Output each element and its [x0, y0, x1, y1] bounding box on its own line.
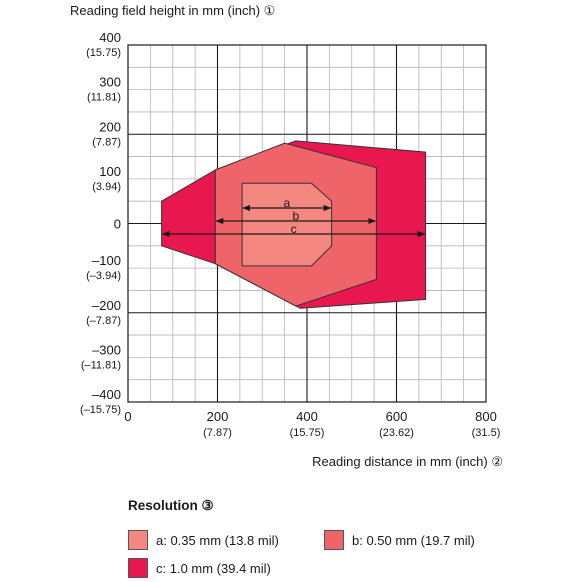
legend-row-1: a: 0.35 mm (13.8 mil) b: 0.50 mm (19.7 m…: [128, 526, 568, 554]
y-tick-sublabel: (7.87): [92, 136, 121, 148]
y-tick-label: 0: [114, 217, 121, 232]
y-axis-title: Reading field height in mm (inch) ①: [70, 3, 275, 18]
y-tick-label: –300: [92, 342, 121, 357]
range-label-a: a: [284, 196, 291, 210]
x-tick-label: 800: [475, 409, 497, 424]
legend: Resolution ③ a: 0.35 mm (13.8 mil) b: 0.…: [128, 498, 568, 582]
y-tick-sublabel: (3.94): [92, 181, 121, 193]
y-tick-sublabel: (–3.94): [86, 270, 121, 282]
y-tick-label: –400: [92, 387, 121, 402]
y-tick-sublabel: (11.81): [87, 92, 121, 104]
y-tick-label: –200: [92, 298, 121, 313]
reading-field-chart: Reading field height in mm (inch) ① Read…: [70, 3, 503, 469]
y-tick-sublabel: (–7.87): [86, 315, 121, 327]
x-axis-title: Reading distance in mm (inch) ②: [312, 454, 503, 469]
plot-frame: [127, 44, 487, 403]
x-tick-label: 400: [296, 409, 318, 424]
y-tick-label: 300: [99, 75, 121, 90]
reading-area-a: [241, 182, 333, 267]
x-tick-sublabel: (23.62): [379, 427, 414, 439]
y-tick-sublabel: (–15.75): [80, 404, 121, 416]
legend-row-2: c: 1.0 mm (39.4 mil): [128, 554, 568, 582]
y-tick-label: 400: [99, 30, 121, 45]
range-label-c: c: [291, 222, 297, 236]
y-tick-sublabel: (–11.81): [81, 359, 121, 371]
x-tick-sublabel: (31.5): [472, 427, 501, 439]
legend-label-c: c: 1.0 mm (39.4 mil): [156, 560, 271, 576]
legend-title: Resolution ③: [128, 498, 214, 513]
legend-swatch-c: [128, 558, 148, 578]
legend-label-a: a: 0.35 mm (13.8 mil): [156, 532, 279, 548]
legend-item-a: a: 0.35 mm (13.8 mil): [128, 530, 324, 550]
range-label-b: b: [292, 209, 299, 223]
y-tick-label: –100: [92, 253, 121, 268]
range-arrows: abc: [161, 196, 426, 238]
y-tick-sublabel: (15.75): [86, 47, 121, 59]
x-tick-sublabel: (15.75): [290, 427, 325, 439]
x-tick-label: 600: [386, 409, 408, 424]
x-tick-labels: 0 200 (7.87) 400 (15.75) 600 (23.62) 800 (31.5): [124, 409, 500, 439]
y-tick-labels: 400 (15.75) 300 (11.81) 200 (7.87) 100 (3.94) 0 –…: [80, 30, 121, 416]
reading-field-areas: [161, 140, 427, 309]
legend-item-c: c: 1.0 mm (39.4 mil): [128, 558, 271, 578]
legend-item-b: b: 0.50 mm (19.7 mil): [324, 530, 475, 550]
legend-swatch-b: [324, 530, 344, 550]
legend-label-b: b: 0.50 mm (19.7 mil): [352, 532, 475, 548]
legend-swatch-a: [128, 530, 148, 550]
x-tick-label: 200: [207, 409, 229, 424]
y-tick-label: 200: [99, 119, 121, 134]
y-tick-label: 100: [99, 164, 121, 179]
x-tick-label: 0: [124, 409, 131, 424]
x-tick-sublabel: (7.87): [203, 427, 232, 439]
